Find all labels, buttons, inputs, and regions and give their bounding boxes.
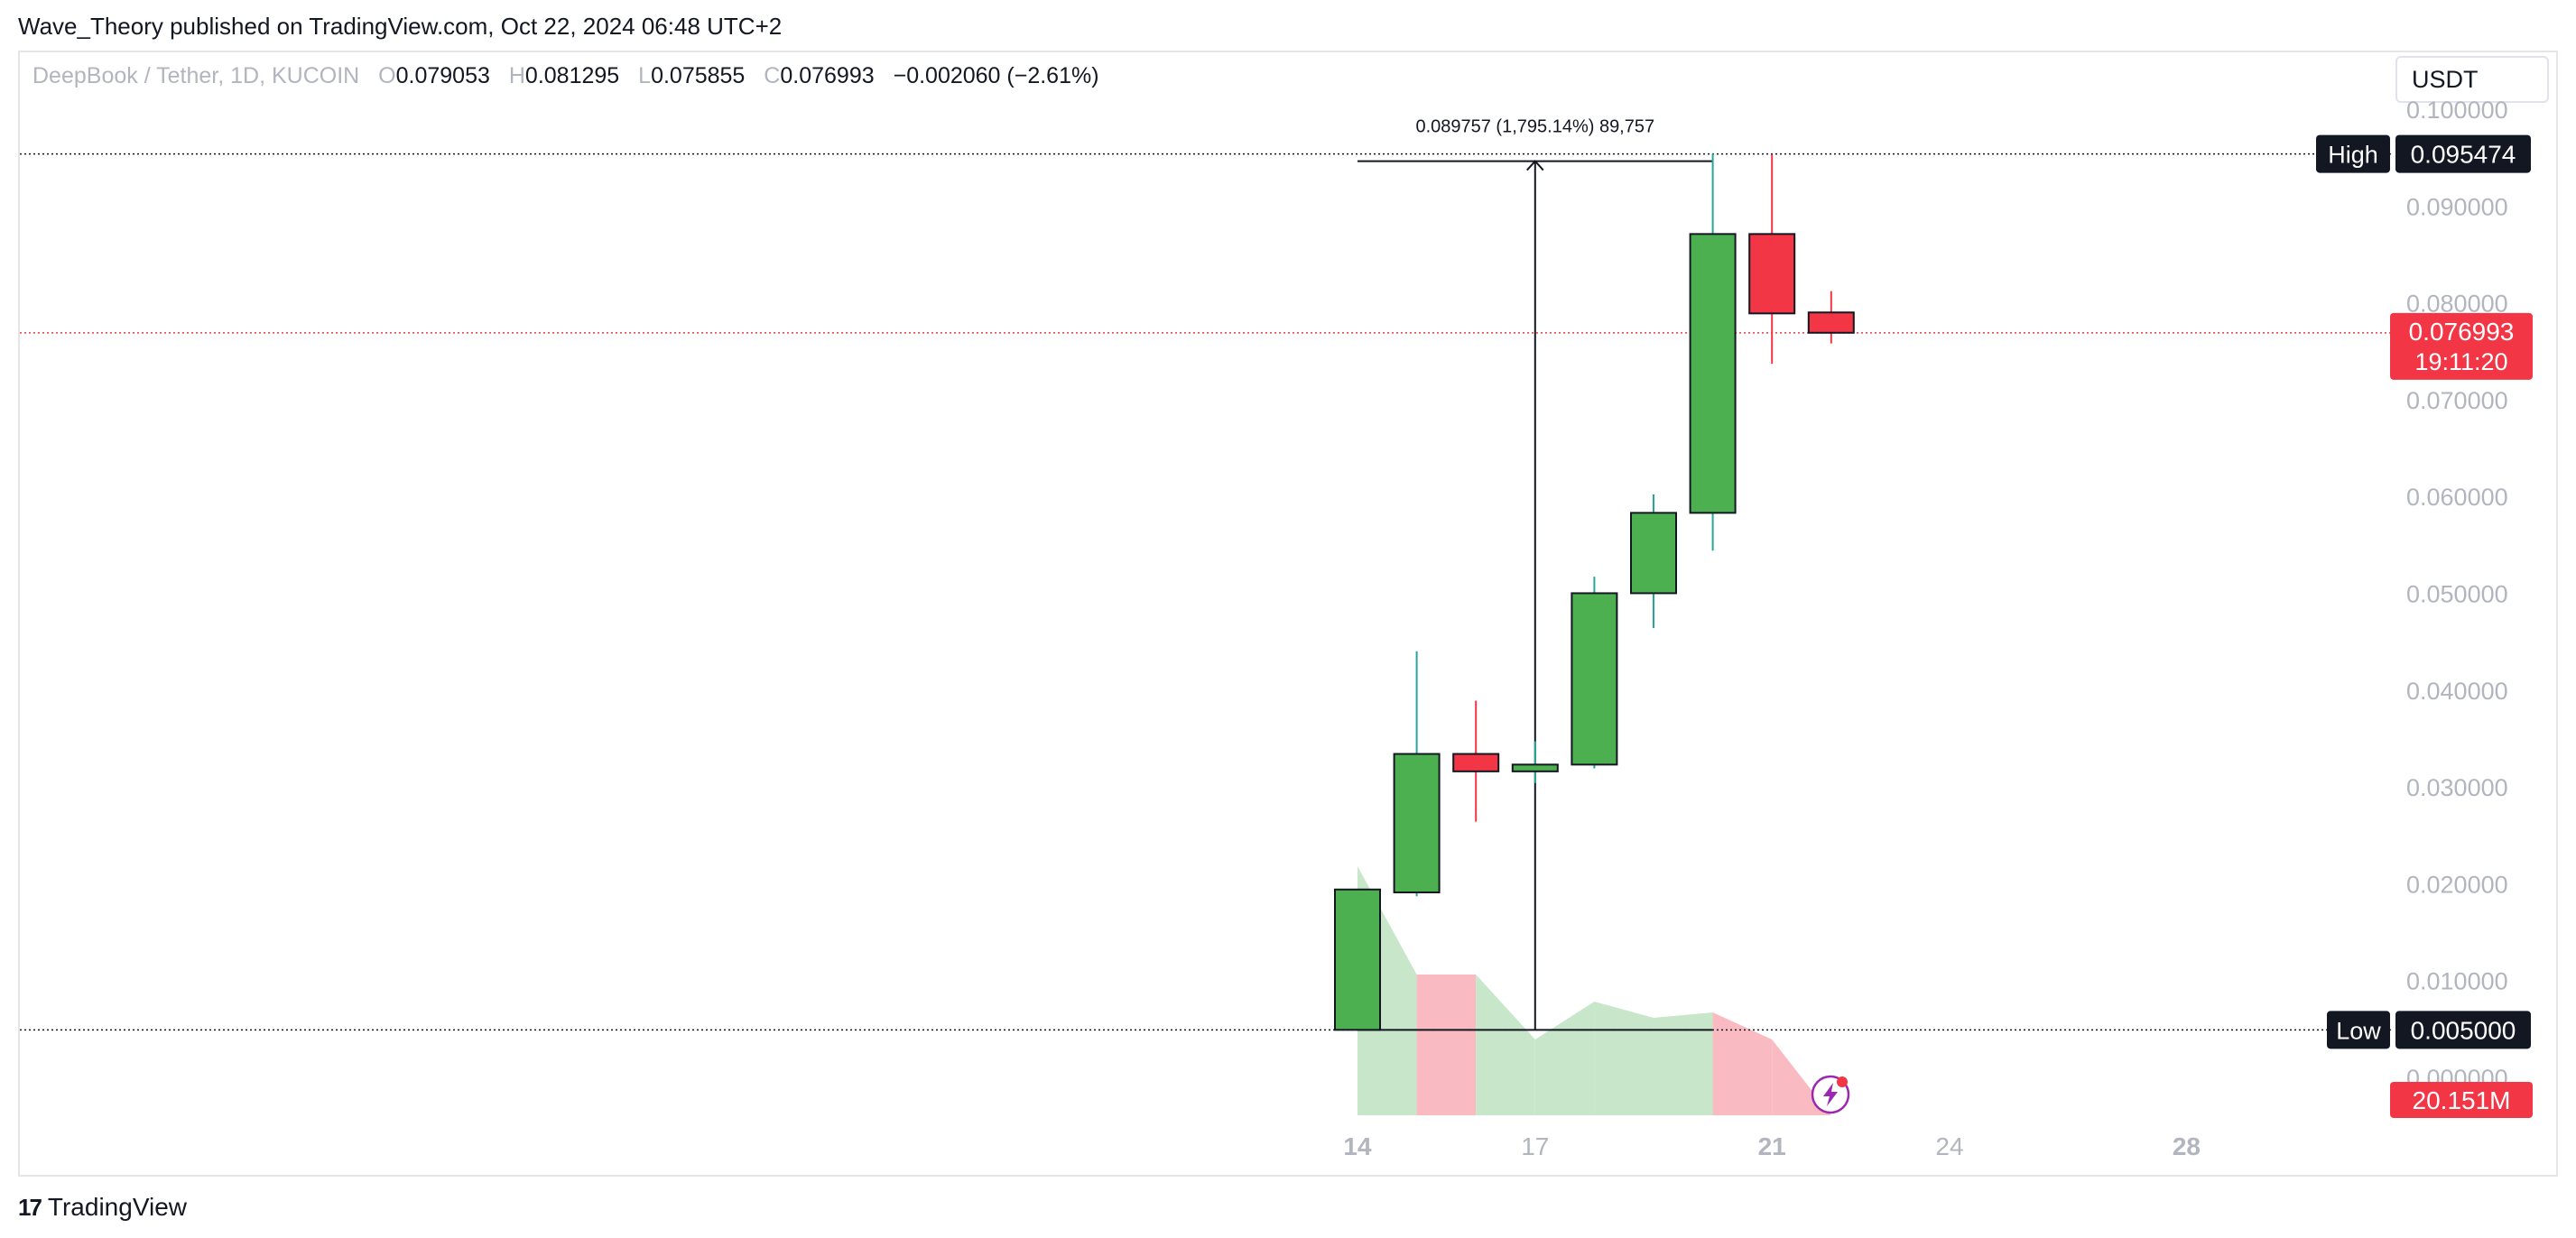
footer-brand[interactable]: 17 TradingView: [18, 1193, 187, 1222]
y-axis-tick-label: 0.080000: [2406, 291, 2508, 318]
low-label: L: [638, 63, 652, 88]
y-axis-tick-label: 0.030000: [2406, 774, 2508, 801]
y-axis-tick-label: 0.040000: [2406, 678, 2508, 705]
y-axis-tick-label: 0.070000: [2406, 387, 2508, 414]
measure-arrow-icon: [1526, 160, 1544, 171]
open-label: O: [378, 63, 396, 88]
lightning-bolt-icon: [1823, 1083, 1838, 1106]
low-label-text: Low: [2336, 1017, 2381, 1044]
x-axis-tick-label: 24: [1935, 1132, 1963, 1160]
x-axis-tick-label: 21: [1758, 1132, 1786, 1160]
high-value-badge: [2395, 134, 2531, 173]
volume-value-badge: [2390, 1082, 2533, 1118]
x-axis-tick-label: 28: [2173, 1132, 2201, 1160]
tradingview-brand: TradingView: [47, 1193, 188, 1221]
tradingview-logo-icon: 17: [18, 1193, 42, 1221]
volume-segment: [1654, 1012, 1713, 1115]
y-axis-tick-label: 0.090000: [2406, 193, 2508, 220]
volume-segment: [1712, 1012, 1773, 1115]
ohlc-legend: DeepBook / Tether, 1D, KUCOIN O0.079053 …: [32, 63, 1099, 89]
volume-segment: [1416, 975, 1477, 1115]
chart-frame: [18, 51, 2558, 1177]
close-label: C: [764, 63, 781, 88]
high-label-badge: [2316, 134, 2390, 173]
low-value-text: 0.005000: [2411, 1016, 2516, 1044]
candle-body[interactable]: [1452, 753, 1500, 772]
close-value: 0.076993: [780, 63, 875, 88]
candle-body[interactable]: [1689, 233, 1737, 514]
high-label: H: [508, 63, 525, 88]
high-value-text: 0.095474: [2411, 141, 2516, 169]
candle-body[interactable]: [1807, 311, 1855, 334]
publisher-caption: Wave_Theory published on TradingView.com…: [18, 13, 783, 40]
candle-body[interactable]: [1748, 233, 1796, 315]
event-dot-icon: [1837, 1076, 1848, 1087]
candle-body[interactable]: [1511, 763, 1559, 772]
symbol-label[interactable]: DeepBook / Tether, 1D, KUCOIN: [32, 63, 360, 88]
low-value-badge: [2395, 1011, 2531, 1049]
x-axis-tick-label: 17: [1521, 1132, 1549, 1160]
high-label-text: High: [2328, 142, 2378, 169]
open-value: 0.079053: [395, 63, 490, 88]
low-label-badge: [2327, 1011, 2390, 1049]
change-value: −0.002060 (−2.61%): [893, 63, 1099, 88]
y-axis-tick-label: 0.020000: [2406, 871, 2508, 898]
volume-segment: [1534, 1002, 1595, 1115]
volume-value-text: 20.151M: [2413, 1086, 2511, 1114]
y-axis-tick-label: 0.010000: [2406, 968, 2508, 995]
measure-label: 0.089757 (1,795.14%) 89,757: [1415, 117, 1654, 137]
y-axis-tick-label: 0.100000: [2406, 97, 2508, 124]
x-axis-tick-label: 14: [1343, 1132, 1372, 1160]
candle-body[interactable]: [1334, 888, 1381, 1031]
low-value: 0.075855: [651, 63, 746, 88]
candle-body[interactable]: [1630, 512, 1677, 595]
candle-body[interactable]: [1571, 592, 1618, 766]
high-value: 0.081295: [524, 63, 620, 88]
last-price-text: 0.076993: [2409, 318, 2515, 346]
countdown-text: 19:11:20: [2414, 348, 2507, 375]
currency-selector[interactable]: USDT: [2395, 56, 2549, 103]
y-axis-tick-label: 0.050000: [2406, 581, 2508, 608]
volume-segment: [1594, 1002, 1654, 1115]
volume-segment: [1476, 975, 1535, 1115]
candle-body[interactable]: [1393, 753, 1441, 893]
last-price-badge: [2390, 312, 2533, 380]
y-axis-tick-label: 0.060000: [2406, 484, 2508, 511]
